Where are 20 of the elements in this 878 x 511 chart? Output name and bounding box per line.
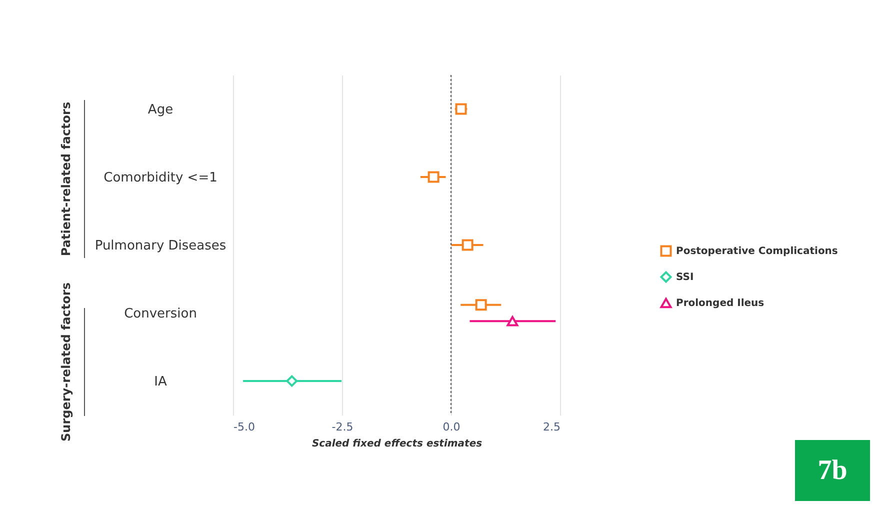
y-tick-label: Comorbidity <=1 bbox=[104, 170, 218, 186]
y-tick-label: IA bbox=[154, 374, 167, 390]
point bbox=[462, 239, 474, 251]
y-tick-label: Conversion bbox=[124, 306, 197, 322]
text: 7b bbox=[795, 440, 870, 501]
x-tick-label: -2.5 bbox=[332, 420, 354, 434]
x-axis-title: Scaled fixed effects estimates bbox=[312, 438, 482, 450]
x-tick-label: 2.5 bbox=[543, 420, 560, 434]
x-tick-label: -5.0 bbox=[234, 420, 255, 434]
y-tick-label: Age bbox=[148, 102, 174, 118]
point bbox=[286, 375, 298, 387]
text: Patient-related factors bbox=[59, 102, 73, 256]
legend-label: Prolonged Ileus bbox=[676, 298, 764, 309]
text: Surgery-related factors bbox=[59, 282, 73, 442]
point bbox=[428, 171, 440, 183]
legend-label: SSI bbox=[676, 272, 694, 283]
y-tick-label: Pulmonary Diseases bbox=[94, 238, 226, 254]
point bbox=[455, 103, 467, 115]
x-tick-label: 0.0 bbox=[442, 420, 460, 434]
legend-label: Postoperative Complications bbox=[676, 246, 838, 257]
